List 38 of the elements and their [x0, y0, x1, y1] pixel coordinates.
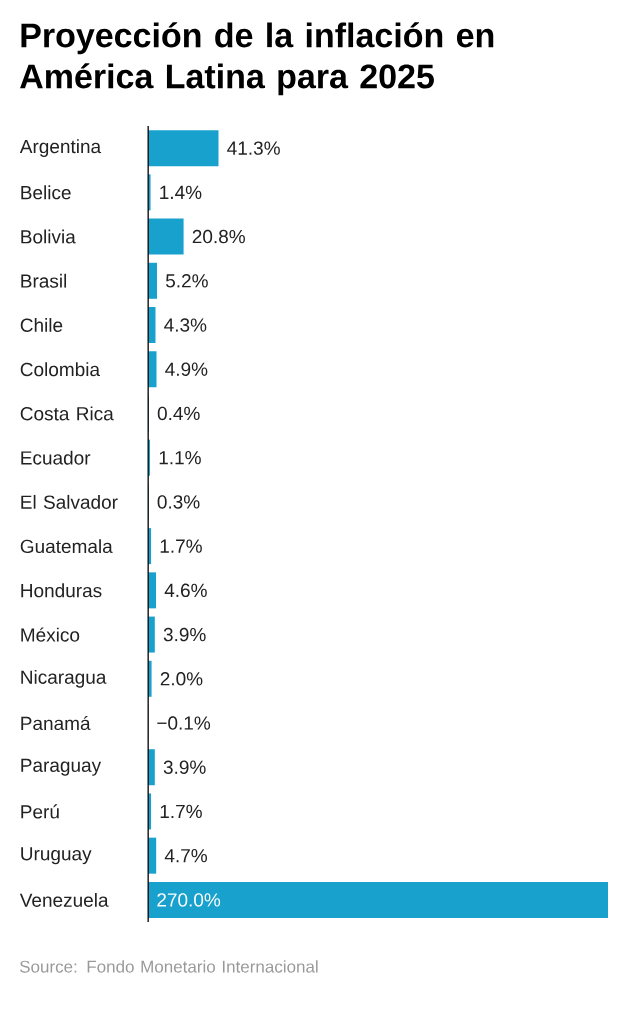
y-tick-label: Argentina [19, 139, 102, 157]
data-label: 0.4% [157, 406, 200, 421]
y-tick-label: Belice [21, 185, 71, 200]
y-tick-label: Nicaragua [21, 669, 107, 688]
data-label: −0.1% [157, 716, 211, 730]
data-label: 1.7% [160, 539, 202, 553]
data-label: 4.6% [164, 583, 207, 598]
data-label: 4.7% [164, 849, 207, 863]
data-label: 1.1% [159, 451, 201, 465]
y-tick-label: Honduras [21, 583, 102, 598]
y-tick-label: Chile [20, 318, 63, 332]
data-label: 20.8% [192, 229, 245, 244]
y-tick-label: Brasil [21, 273, 67, 288]
y-tick-label: Guatemala [20, 539, 113, 554]
y-tick-label: Panamá [21, 715, 91, 731]
y-tick-label: Uruguay [21, 847, 92, 865]
data-label: 1.7% [160, 804, 202, 819]
source-note: Source: Fondo Monetario Internacional [19, 960, 318, 973]
y-tick-label: Paraguay [21, 758, 102, 776]
chart-title: Proyección de la inflación en América Latina para 2025 [20, 22, 494, 96]
data-label: 5.2% [165, 274, 208, 288]
data-label: 1.4% [160, 185, 202, 199]
data-label: 4.3% [164, 318, 207, 332]
y-tick-label: Costa Rica [20, 406, 114, 421]
data-label: 3.9% [163, 627, 206, 642]
y-tick-label: Ecuador [21, 450, 91, 465]
data-label: 3.9% [163, 760, 206, 774]
y-tick-label: Perú [21, 804, 59, 819]
y-tick-label: Bolivia [21, 229, 76, 244]
y-tick-label: El Salvador [21, 494, 118, 509]
y-tick-label: Colombia [20, 362, 101, 377]
data-label: 0.3% [157, 495, 200, 509]
data-label: 270.0% [157, 893, 221, 907]
data-label: 4.9% [165, 362, 208, 376]
data-label: 2.0% [160, 672, 203, 686]
y-tick-label: Venezuela [19, 892, 109, 907]
y-tick-label: México [21, 627, 80, 642]
data-label: 41.3% [227, 141, 280, 155]
